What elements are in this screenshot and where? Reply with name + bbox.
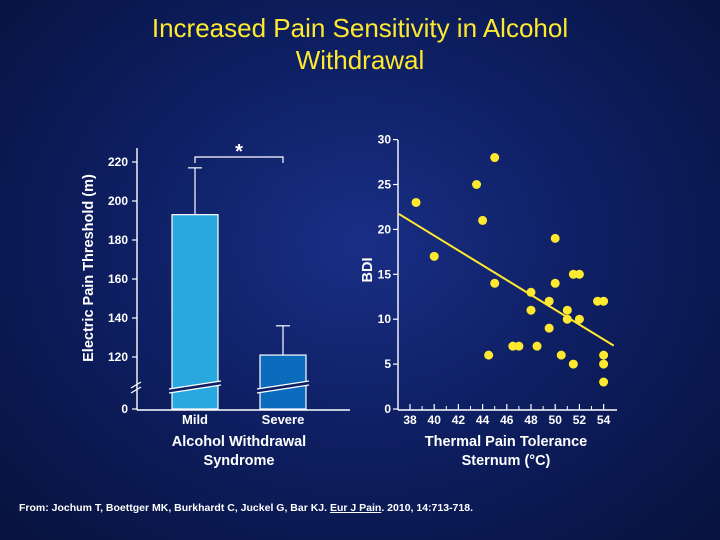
scatter-point xyxy=(599,350,609,360)
x-tick-label: 38 xyxy=(403,413,417,427)
significance-marker: * xyxy=(235,141,243,163)
scatter-point xyxy=(562,314,572,324)
x-tick-label: 50 xyxy=(549,413,563,427)
scatter-point xyxy=(514,341,524,351)
y-tick-label: 0 xyxy=(384,402,391,416)
bar-break-line xyxy=(168,380,222,390)
scatter-point xyxy=(550,278,560,288)
scatter-point xyxy=(526,305,536,315)
x-tick-label: 42 xyxy=(452,413,466,427)
scatter-point xyxy=(556,350,566,360)
y-tick-label: 220 xyxy=(108,155,128,169)
scatter-point xyxy=(599,296,609,306)
scatter-point xyxy=(472,180,482,189)
axis-break-mark xyxy=(130,386,142,394)
bar-break-gap xyxy=(169,381,221,393)
scatter-point xyxy=(568,359,578,369)
y-tick-label: 15 xyxy=(378,267,392,281)
bar-break-gap xyxy=(257,381,309,393)
scatter-point xyxy=(532,341,542,351)
x-tick-label: 54 xyxy=(597,413,611,427)
x-tick-label: 48 xyxy=(524,413,538,427)
y-tick-label: 180 xyxy=(108,233,128,247)
category-label: Severe xyxy=(262,412,305,427)
scatter-chart: 0 5 10 15 20 25 30 38 40 42 44 46 48 50 52 54 Thermal Pa… xyxy=(360,133,617,469)
bar-severe xyxy=(259,354,307,410)
scatter-point xyxy=(526,287,536,297)
x-axis-label: Sternum (°C) xyxy=(462,453,551,469)
citation-suffix: . 2010, 14:713-718. xyxy=(381,502,473,514)
citation-prefix: From: Jochum T, Boettger MK, Burkhardt C… xyxy=(19,502,330,514)
axis-break-mark xyxy=(130,381,142,389)
x-tick-label: 40 xyxy=(428,413,442,427)
bar-break-line xyxy=(256,380,310,390)
scatter-point xyxy=(544,323,554,333)
regression-line xyxy=(398,213,615,347)
scatter-point xyxy=(544,296,554,306)
scatter-point xyxy=(574,269,584,279)
y-axis-label: Electric Pain Threshold (m) xyxy=(81,174,97,362)
scatter-point xyxy=(574,314,584,324)
y-tick-label: 160 xyxy=(108,272,128,286)
y-tick-label: 20 xyxy=(378,222,392,236)
category-label: Mild xyxy=(182,412,208,427)
scatter-point xyxy=(484,350,494,360)
slide-title: Increased Pain Sensitivity in Alcohol Wi… xyxy=(151,13,569,75)
y-tick-label: 120 xyxy=(108,350,128,364)
x-axis-label: Syndrome xyxy=(204,453,275,469)
citation: From: Jochum T, Boettger MK, Burkhardt C… xyxy=(19,502,473,514)
y-axis-label: BDI xyxy=(360,258,376,283)
scatter-point xyxy=(490,278,500,288)
x-tick-label: 44 xyxy=(476,413,490,427)
x-axis-label: Thermal Pain Tolerance xyxy=(425,434,588,450)
significance-bracket xyxy=(194,156,284,163)
y-tick-label: 10 xyxy=(378,312,392,326)
y-tick-label: 0 xyxy=(121,402,128,416)
x-axis-label: Alcohol Withdrawal xyxy=(172,434,306,450)
scatter-point xyxy=(599,359,609,369)
bar-break-line xyxy=(168,384,222,394)
citation-journal[interactable]: Eur J Pain xyxy=(329,502,382,514)
bar-break-line xyxy=(256,384,310,394)
bar-mild xyxy=(171,214,219,410)
scatter-point xyxy=(599,377,609,387)
y-tick-label: 200 xyxy=(108,194,128,208)
x-tick-label: 46 xyxy=(500,413,514,427)
y-tick-label: 30 xyxy=(378,133,392,147)
y-tick-label: 5 xyxy=(384,357,391,371)
scatter-point xyxy=(411,197,421,207)
scatter-point xyxy=(550,233,560,243)
scatter-point xyxy=(429,251,439,261)
y-tick-label: 25 xyxy=(378,178,392,192)
scatter-point xyxy=(562,305,572,315)
scatter-point xyxy=(478,215,488,225)
x-tick-label: 52 xyxy=(573,413,587,427)
bar-chart: 0 120 140 160 180 200 220 Mild Severe * Alcohol Wi… xyxy=(81,141,350,469)
scatter-point xyxy=(490,153,500,163)
y-tick-label: 140 xyxy=(108,311,128,325)
